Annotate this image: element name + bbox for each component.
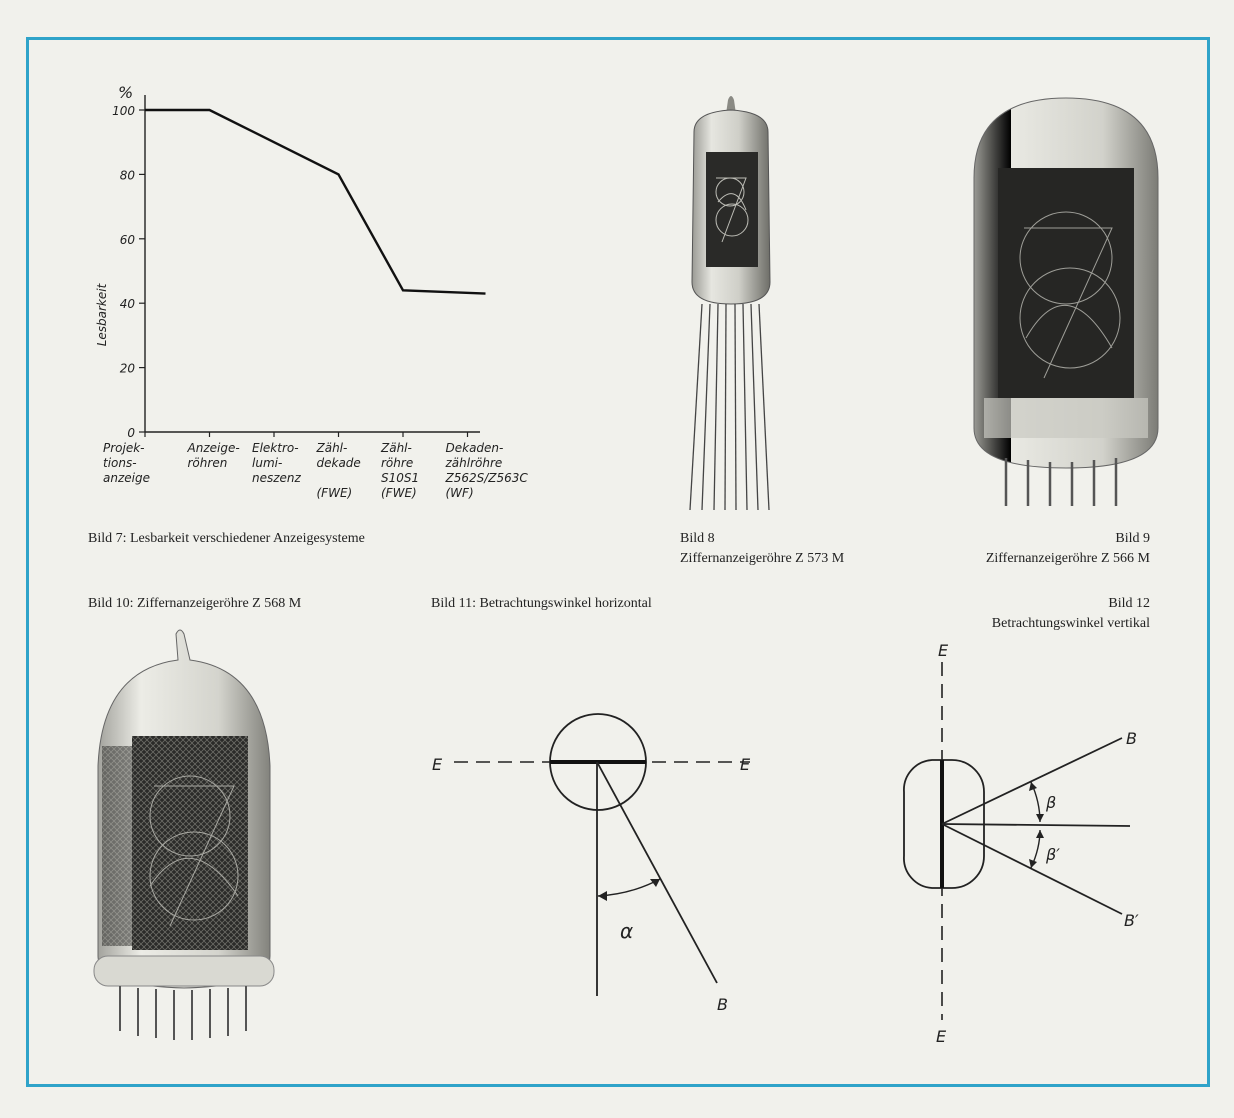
diagram-vertical-angle: E E B B′ β β′ <box>903 641 1139 1046</box>
diagram-horizontal-angle: E E α B <box>432 713 751 1014</box>
tube-photo-z566m <box>973 97 1159 506</box>
x-tick-label: Zähl-röhre S10S1 (FWE) <box>380 441 419 500</box>
readability-chart: % Lesbarkeit 0 20 40 60 80 100 Projek-tions-a… <box>95 83 528 500</box>
x-tick-label: Projek-tions-anzeige <box>103 441 150 485</box>
x-tick-label: Dekaden-zählröhre Z562S/Z563C (WF) <box>445 441 529 500</box>
y-unit-label: % <box>118 83 133 102</box>
y-tick-label: 80 <box>120 168 136 182</box>
normal-line-horizontal <box>941 823 1131 827</box>
caption-bild10: Bild 10: Ziffernanzeigeröhre Z 568 M <box>88 596 302 611</box>
x-tick-label: Zähl-dekade (FWE) <box>316 441 361 500</box>
y-tick-label: 60 <box>120 233 136 247</box>
label-e-right: E <box>740 755 751 774</box>
view-line-b <box>941 737 1123 825</box>
caption-bild8-title: Ziffernanzeigeröhre Z 573 M <box>680 551 845 566</box>
label-beta: β <box>1045 793 1056 812</box>
label-e-top: E <box>938 641 949 660</box>
label-e-left: E <box>432 755 443 774</box>
label-b: B <box>1126 729 1137 748</box>
tube-photo-z573m <box>689 96 771 511</box>
x-tick-label: Anzeige-röhren <box>187 441 240 470</box>
series-line <box>145 108 486 295</box>
label-alpha: α <box>620 919 633 943</box>
label-b: B <box>717 995 728 1014</box>
y-tick-label: 0 <box>127 426 135 440</box>
caption-bild8-number: Bild 8 <box>680 531 715 546</box>
label-b-prime: B′ <box>1124 911 1139 930</box>
y-tick-label: 20 <box>120 362 136 376</box>
page-frame <box>26 37 1210 1087</box>
caption-bild9-title: Ziffernanzeigeröhre Z 566 M <box>985 551 1150 566</box>
caption-bild12-number: Bild 12 <box>1108 596 1150 611</box>
label-e-bottom: E <box>936 1027 947 1046</box>
view-line-b-prime <box>941 823 1123 915</box>
label-beta-prime: β′ <box>1045 845 1060 864</box>
caption-bild9-number: Bild 9 <box>1115 531 1150 546</box>
caption-bild12-title: Betrachtungswinkel vertikal <box>991 616 1150 631</box>
caption-bild11: Bild 11: Betrachtungswinkel horizontal <box>431 596 652 611</box>
view-line-b <box>596 761 718 984</box>
y-axis-label: Lesbarkeit <box>95 282 109 346</box>
angle-arc-alpha <box>597 878 661 897</box>
x-tick-label: Elektro-lumi-neszenz <box>252 441 302 485</box>
y-tick-label: 40 <box>120 297 136 311</box>
y-tick-label: 100 <box>112 104 135 118</box>
caption-bild7: Bild 7: Lesbarkeit verschiedener Anzeige… <box>88 531 365 546</box>
tube-photo-z568m <box>93 629 275 1040</box>
